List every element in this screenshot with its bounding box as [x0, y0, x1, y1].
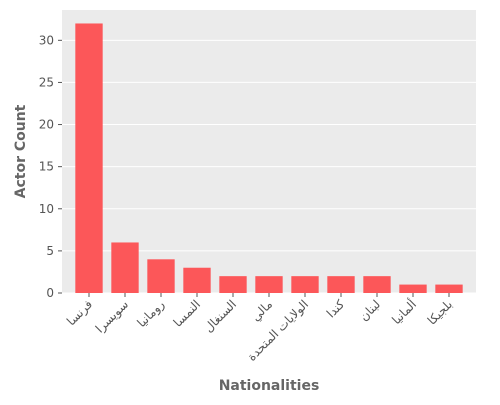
x-tick-label: بلجيكا [425, 297, 455, 327]
bar-4 [219, 276, 247, 293]
bar-6 [291, 276, 319, 293]
x-tick-label: ألمانيا [389, 297, 420, 328]
x-tick-label: فرنسا [64, 297, 96, 329]
bar-8 [363, 276, 391, 293]
y-tick-label: 10 [39, 202, 54, 216]
bar-1 [111, 242, 139, 293]
y-axis-label: Actor Count [13, 104, 29, 198]
x-tick-label: كندا [324, 297, 348, 321]
y-tick-label: 5 [46, 244, 54, 258]
x-tick-label: رومانيا [134, 297, 168, 331]
y-tick-label: 20 [39, 118, 54, 132]
x-tick-label: النمسا [171, 297, 203, 329]
y-tick-label: 30 [39, 33, 54, 47]
x-tick-label: مالي [248, 297, 275, 324]
x-tick-label: لبنان [357, 297, 383, 323]
bar-3 [183, 267, 211, 293]
bar-7 [327, 276, 355, 293]
bar-5 [255, 276, 283, 293]
y-tick-label: 0 [46, 286, 54, 300]
x-tick-label: سويسرا [93, 297, 132, 336]
bar-2 [147, 259, 175, 293]
bar-9 [399, 284, 427, 293]
x-tick-label: السنغال [201, 297, 239, 335]
y-tick-label: 25 [39, 75, 54, 89]
y-axis-ticks: 0 5 10 15 20 25 30 [39, 33, 62, 300]
bars [75, 23, 463, 293]
bar-10 [435, 284, 463, 293]
y-tick-label: 15 [39, 160, 54, 174]
bar-0 [75, 23, 103, 293]
x-axis-label: Nationalities [219, 378, 320, 394]
